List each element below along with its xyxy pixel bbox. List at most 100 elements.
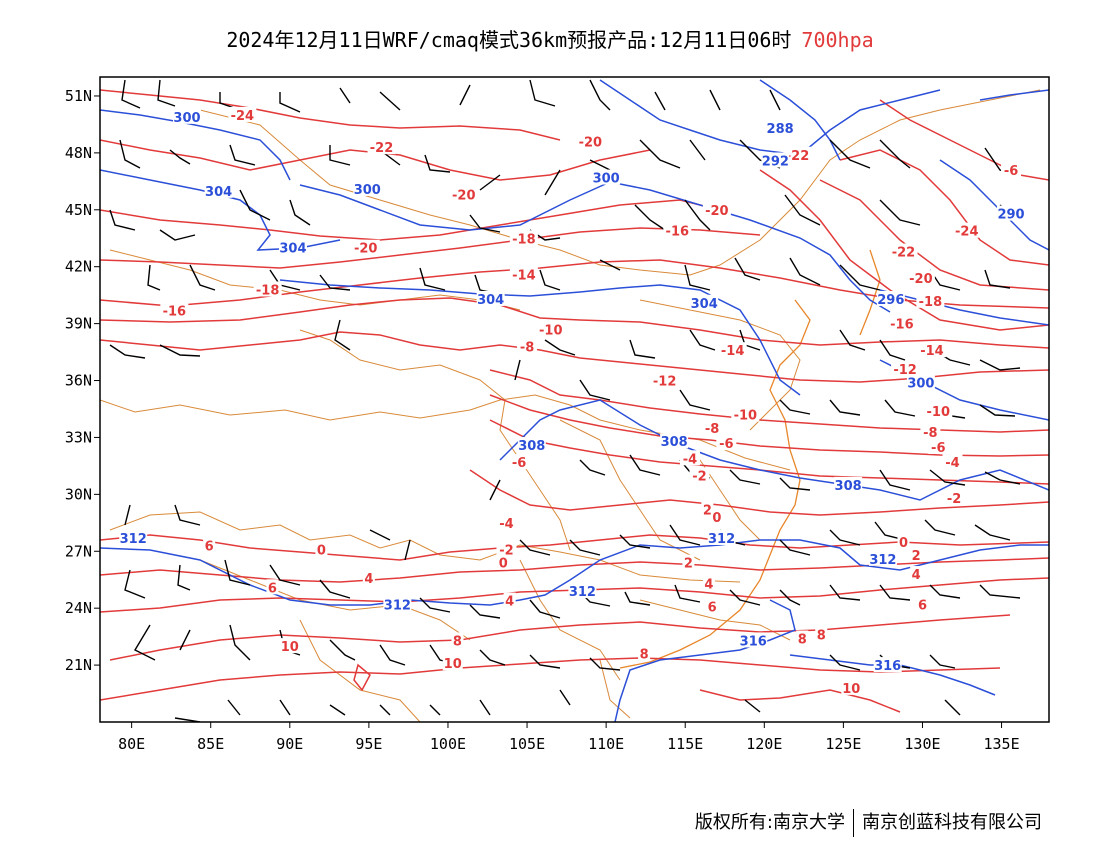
temperature-label: -22 [786,149,810,164]
temperature-label: -20 [579,136,603,151]
temperature-label: -12 [893,363,917,378]
x-tick-label: 125E [825,735,861,753]
map-plot-area: -24-22 -20-20-20-20-18-18-16-16-14-10-8 -1… [100,79,1049,722]
temperature-label-bg [203,537,216,553]
temperature-label: 6 [708,600,717,615]
x-tick-label: 115E [667,735,703,753]
height-label: 312 [120,532,147,547]
org-nju: 南京大学 [773,812,845,833]
temperature-label-bg [682,554,695,570]
height-label-bg [119,529,148,545]
temperature-label-bg [638,645,651,661]
temperature-label: -8 [520,340,534,355]
height-label: 312 [869,553,896,568]
chart-title: 2024年12月11日WRF/cmaq模式36km预报产品:12月11日06时 7… [0,24,1100,53]
temperature-label-bg [891,361,920,377]
temperature-label-bg [706,598,719,614]
temperature-label: -20 [705,204,729,219]
height-label: 308 [518,439,545,454]
height-label-bg [517,437,546,453]
temperature-contours [100,89,1049,713]
temperature-label: 10 [281,640,299,655]
y-tick-label: 24N [65,599,92,617]
height-label-bg [834,476,863,492]
temperature-label-bg [701,501,714,517]
temperature-label-bg [952,222,981,238]
temperature-label-bg [924,402,953,418]
y-tick-label: 48N [65,144,92,162]
temperature-label-bg [509,454,530,470]
temperature-label-bg [841,679,862,695]
temperature-label: -6 [512,456,526,471]
temperature-label-bg [815,626,828,642]
height-label: 296 [877,293,904,308]
temperature-label: 8 [453,634,462,649]
temperature-label-bg [716,435,737,451]
temperature-label-bg [679,450,700,466]
temperature-label: 0 [499,557,508,572]
temperature-label: -14 [920,344,944,359]
temperature-label-bg [228,106,257,122]
temperature-label-bg [279,638,300,654]
temperature-label-bg [509,230,538,246]
temperature-label: 4 [505,595,514,610]
x-tick-label: 80E [118,735,145,753]
height-label-bg [204,182,233,198]
temperature-label-bg [650,372,679,388]
temperature-label: -10 [734,409,758,424]
height-label-bg [690,294,719,310]
height-label-bg [568,583,597,599]
temperature-label: -24 [955,225,979,240]
temperature-label: -6 [719,437,733,452]
temperature-label: -2 [499,543,513,558]
coastline [619,249,881,669]
title-level: 700hpa [801,28,874,52]
footer-separator [853,809,854,837]
height-label: 300 [907,376,934,391]
temperature-label: -8 [705,422,719,437]
height-label-bg [876,290,905,306]
y-tick-label: 42N [65,258,92,276]
temperature-label: 8 [640,648,649,663]
temperature-label: -20 [452,189,476,204]
temperature-label-bg [710,509,723,525]
temperature-label: -2 [692,469,706,484]
height-label-bg [997,205,1026,221]
y-tick-label: 36N [65,372,92,390]
temperature-label: 2 [912,549,921,564]
temperature-label-bg [576,133,605,149]
plot-frame [99,76,1050,723]
x-tick-label: 130E [904,735,940,753]
temperature-label: -22 [370,141,394,156]
temperature-label: -4 [945,456,959,471]
y-tick-label: 45N [65,201,92,219]
height-label-bg [873,657,902,673]
temperature-label: 0 [317,543,326,558]
temperature-label-bg [920,423,941,439]
temperature-label: -14 [512,268,536,283]
temperature-label-bg [351,239,380,255]
y-tick-label: 21N [65,656,92,674]
height-label: 308 [835,479,862,494]
temperature-label: 2 [684,557,693,572]
temperature-label: -18 [256,283,280,298]
temperature-label: -4 [683,452,697,467]
temperature-label: 0 [712,511,721,526]
height-label: 288 [767,122,794,137]
temperature-label: 8 [817,629,826,644]
temperature-label-bg [910,566,923,582]
org-cl: 南京创蓝科技有限公司 [862,812,1042,833]
height-label-bg [868,550,897,566]
height-label: 316 [874,659,901,674]
height-label-bg [766,120,795,136]
height-label: 300 [593,172,620,187]
height-contours [100,79,1049,722]
temperature-label-bg [449,186,478,202]
height-label: 304 [205,185,232,200]
temperature-label-bg [796,630,809,646]
y-axis: 51N 48N 45N 42N 39N 36N 33N 30N 27N 24N 21N [65,87,100,674]
temperature-label: 6 [268,581,277,596]
height-label-bg [383,596,412,612]
height-label-bg [353,180,382,196]
temperature-label-bg [496,514,517,530]
